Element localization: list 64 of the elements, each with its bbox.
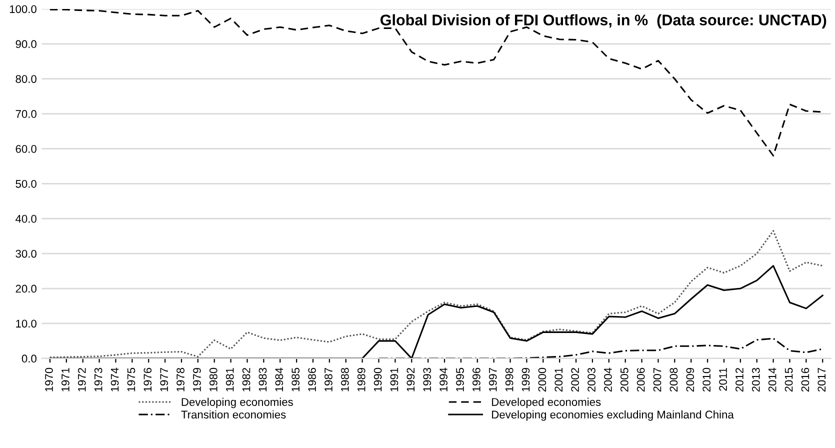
x-tick-label: 1986 (308, 368, 316, 392)
x-tick-label: 1997 (488, 368, 497, 392)
x-tick-label: 1996 (472, 368, 480, 392)
y-tick-label: 10.0 (16, 320, 36, 328)
x-tick-label: 2005 (620, 368, 628, 392)
x-tick-label: 1999 (522, 368, 530, 392)
y-tick-label: 60.0 (16, 145, 36, 153)
x-tick-label: 1970 (45, 368, 53, 392)
y-tick-label: 20.0 (16, 284, 36, 293)
x-tick-label: 1984 (275, 368, 284, 392)
x-tick-label: 1978 (176, 368, 184, 392)
x-tick-label: 2017 (818, 368, 826, 392)
x-tick-label: 2014 (768, 368, 776, 392)
x-tick-label: 1982 (242, 368, 250, 392)
x-tick-label: 1995 (456, 368, 464, 392)
legend-label: Developed economies (492, 398, 601, 408)
x-tick-label: 2004 (604, 368, 612, 392)
x-tick-label: 1990 (374, 368, 382, 392)
x-tick-label: 2013 (752, 368, 760, 392)
x-tick-label: 1994 (440, 368, 448, 392)
x-tick-label: 2016 (801, 368, 810, 392)
x-tick-label: 1991 (390, 368, 398, 392)
x-tick-label: 1983 (258, 368, 267, 392)
x-tick-label: 1985 (292, 368, 300, 392)
x-tick-label: 1979 (193, 368, 201, 392)
x-tick-label: 2008 (670, 368, 678, 392)
x-tick-label: 2002 (571, 368, 579, 392)
x-tick-label: 1998 (505, 368, 514, 392)
x-tick-label: 2001 (554, 368, 563, 392)
x-tick-label: 1981 (226, 368, 234, 392)
x-tick-label: 1974 (110, 368, 119, 392)
x-tick-label: 2010 (702, 368, 711, 392)
y-tick-label: 0.0 (22, 354, 36, 363)
x-tick-label: 1976 (144, 368, 152, 392)
y-tick-label: 80.0 (16, 75, 36, 83)
y-tick-label: 30.0 (16, 250, 36, 258)
x-tick-label: 1993 (423, 368, 432, 392)
x-tick-label: 1989 (357, 368, 366, 392)
y-tick-label: 100.0 (10, 5, 36, 14)
y-tick-label: 50.0 (16, 180, 36, 188)
x-tick-label: 1971 (62, 368, 70, 392)
legend-label: Developing economies (182, 398, 293, 408)
x-tick-label: 1975 (127, 368, 136, 392)
y-tick-label: 70.0 (16, 110, 36, 118)
y-tick-label: 90.0 (16, 40, 36, 48)
x-tick-label: 1977 (160, 368, 168, 392)
x-tick-label: 2006 (636, 368, 645, 392)
x-tick-label: 1973 (94, 368, 102, 392)
x-tick-label: 2007 (653, 368, 662, 392)
x-tick-label: 1992 (406, 368, 415, 392)
x-tick-label: 1972 (78, 368, 86, 392)
x-tick-label: 1980 (209, 368, 218, 392)
x-tick-label: 2011 (719, 368, 727, 391)
x-tick-label: 2015 (784, 368, 793, 392)
x-tick-label: 2012 (736, 368, 744, 392)
x-tick-label: 1987 (324, 368, 332, 392)
x-tick-label: 2000 (538, 368, 546, 392)
legend-label: Transition economies (181, 410, 286, 419)
x-tick-label: 2003 (588, 368, 596, 392)
y-tick-label: 40.0 (16, 214, 36, 223)
chart-title: Global Division of FDI Outflows, in % (Data source: UNCTAD) (380, 14, 826, 28)
legend-label: Developing economies excluding Mainland China (492, 410, 734, 421)
x-tick-label: 2009 (686, 368, 694, 392)
x-tick-label: 1988 (340, 368, 349, 392)
